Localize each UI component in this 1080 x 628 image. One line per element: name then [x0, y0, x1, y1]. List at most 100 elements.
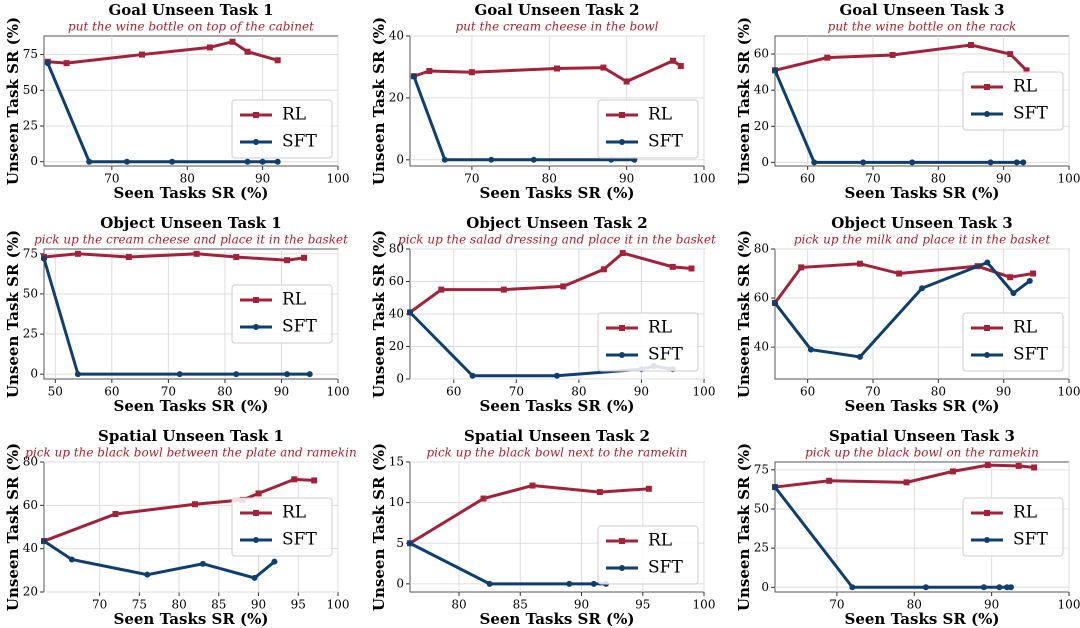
chart-title: Goal Unseen Task 1	[108, 1, 273, 19]
marker	[199, 560, 206, 567]
x-tick-label: 70	[865, 385, 880, 399]
marker	[909, 159, 916, 166]
y-tick-label: 75	[23, 246, 38, 260]
marker	[123, 158, 130, 165]
y-tick-label: 75	[754, 462, 769, 476]
marker	[1007, 51, 1014, 58]
x-tick-label: 90	[634, 385, 649, 399]
legend-marker	[253, 537, 259, 543]
marker	[41, 255, 47, 262]
series-line	[43, 539, 276, 580]
marker	[301, 254, 308, 261]
legend-marker	[619, 325, 625, 331]
marker	[984, 259, 991, 266]
legend-label: RL	[282, 290, 306, 310]
x-tick-label: 60	[104, 385, 119, 399]
series-line	[42, 258, 310, 376]
x-tick-label: 100	[1058, 598, 1080, 612]
x-tick-label: 95	[635, 598, 650, 612]
marker	[1015, 462, 1022, 469]
x-tick-label: 100	[1058, 385, 1080, 399]
marker	[669, 263, 676, 270]
y-tick-label: 15	[389, 455, 404, 469]
legend-label: SFT	[1013, 345, 1048, 365]
x-axis-label: Seen Tasks SR (%)	[114, 610, 269, 628]
series-line	[413, 59, 682, 84]
x-tick-label: 90	[574, 598, 589, 612]
legend-marker	[253, 324, 259, 330]
x-tick-label: 80	[571, 385, 586, 399]
x-tick-label: 85	[211, 598, 226, 612]
marker	[233, 371, 240, 378]
legend-marker	[984, 510, 990, 516]
chart-subtitle: put the wine bottle on the rack	[828, 20, 1017, 34]
x-tick-label: 70	[92, 598, 107, 612]
marker	[63, 60, 70, 67]
marker	[41, 538, 47, 545]
marker	[1031, 464, 1038, 471]
marker	[807, 346, 814, 353]
x-tick-label: 100	[693, 385, 716, 399]
x-tick-label: 80	[907, 598, 922, 612]
y-tick-label: 0	[396, 372, 404, 386]
y-tick-label: 60	[754, 47, 769, 61]
x-tick-label: 90	[251, 598, 266, 612]
x-axis-label: Seen Tasks SR (%)	[114, 184, 269, 202]
marker	[772, 299, 778, 306]
y-tick-label: 40	[754, 340, 769, 354]
marker	[244, 48, 251, 55]
legend-marker	[253, 510, 259, 516]
x-tick-label: 100	[327, 385, 350, 399]
marker	[407, 309, 413, 316]
x-tick-label: 90	[255, 172, 270, 186]
x-tick-label: 60	[800, 385, 815, 399]
marker	[486, 580, 493, 587]
y-tick-label: 25	[23, 327, 38, 341]
chart-title: Spatial Unseen Task 1	[98, 427, 284, 445]
legend-label: SFT	[1013, 104, 1048, 124]
x-tick-label: 90	[619, 172, 634, 186]
y-tick-label: 80	[389, 242, 404, 256]
marker	[554, 372, 560, 379]
y-tick-label: 20	[389, 90, 404, 104]
legend-label: SFT	[648, 558, 683, 578]
x-axis-label: Seen Tasks SR (%)	[114, 397, 269, 415]
marker	[206, 44, 213, 51]
chart-subtitle: pick up the black bowl on the ramekin	[805, 446, 1039, 460]
y-tick-label: 50	[754, 501, 769, 515]
marker	[271, 558, 278, 565]
marker	[407, 540, 413, 547]
y-axis-label: Unseen Task SR (%)	[735, 230, 753, 398]
marker	[251, 574, 258, 581]
chart-title: Goal Unseen Task 3	[839, 1, 1004, 19]
y-tick-label: 0	[761, 580, 769, 594]
marker	[798, 264, 805, 271]
marker	[896, 270, 903, 277]
marker	[1010, 290, 1017, 297]
y-axis-label: Unseen Task SR (%)	[735, 17, 753, 185]
x-tick-label: 80	[542, 172, 557, 186]
x-axis-label: Seen Tasks SR (%)	[480, 184, 635, 202]
marker	[1026, 277, 1033, 284]
y-tick-label: 0	[761, 155, 769, 169]
marker	[44, 60, 51, 67]
legend-label: RL	[648, 318, 672, 338]
marker	[772, 484, 778, 491]
y-tick-label: 20	[389, 339, 404, 353]
legend-label: SFT	[648, 345, 683, 365]
x-axis-label: Seen Tasks SR (%)	[845, 184, 1000, 202]
marker	[600, 266, 607, 273]
marker	[488, 156, 495, 163]
marker	[856, 260, 863, 267]
y-axis-label: Unseen Task SR (%)	[4, 443, 22, 611]
marker	[1030, 270, 1037, 277]
x-tick-label: 100	[327, 172, 350, 186]
y-tick-label: 20	[23, 585, 38, 599]
marker	[645, 485, 652, 492]
y-tick-label: 60	[754, 291, 769, 305]
marker	[903, 479, 910, 486]
marker	[980, 584, 987, 591]
marker	[560, 283, 567, 290]
legend-marker	[253, 297, 259, 303]
legend-label: SFT	[1013, 530, 1048, 550]
